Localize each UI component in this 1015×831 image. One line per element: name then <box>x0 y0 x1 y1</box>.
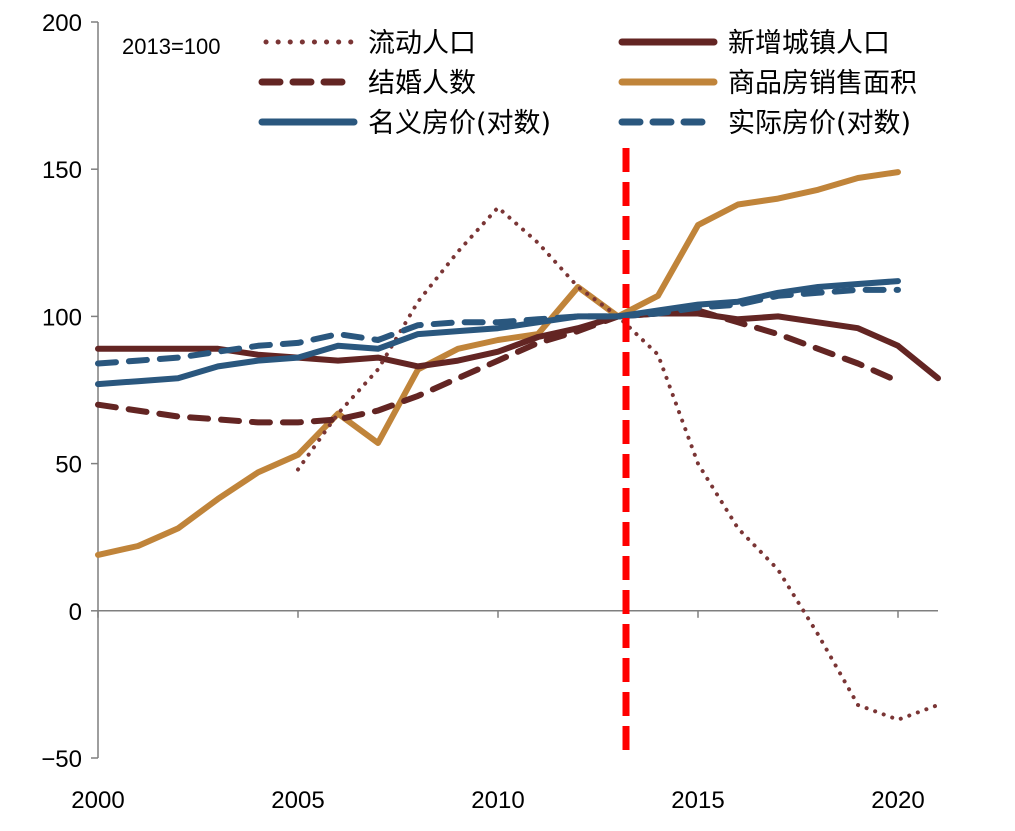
x-tick-label: 2005 <box>271 787 324 814</box>
x-tick-label: 2010 <box>471 787 524 814</box>
series-line-2 <box>95 307 901 426</box>
x-tick-label: 2020 <box>871 787 924 814</box>
legend-label: 结婚人数 <box>368 68 476 99</box>
y-tick-label: 50 <box>55 452 82 479</box>
x-tick-label: 2000 <box>71 787 124 814</box>
x-tick-label: 2015 <box>671 787 724 814</box>
y-tick-label: 100 <box>42 304 82 331</box>
y-tick-label: 200 <box>42 10 82 37</box>
y-tick-label: 0 <box>69 599 82 626</box>
legend-label: 流动人口 <box>368 28 476 59</box>
series-lines <box>95 169 941 722</box>
legend-label: 名义房价(对数) <box>368 108 551 139</box>
y-tick-label: −50 <box>41 746 82 773</box>
axes: 200 150 100 50 0 −50 2000 2005 2010 2015 2020 <box>41 10 938 814</box>
legend-label: 商品房销售面积 <box>728 68 917 99</box>
series-line-3 <box>95 169 901 558</box>
base-year-annotation: 2013=100 <box>122 34 221 59</box>
legend-label: 新增城镇人口 <box>728 28 890 59</box>
legend-label: 实际房价(对数) <box>728 108 911 139</box>
series-line-4 <box>95 278 901 388</box>
y-tick-label: 150 <box>42 157 82 184</box>
series-line-5 <box>95 286 901 367</box>
